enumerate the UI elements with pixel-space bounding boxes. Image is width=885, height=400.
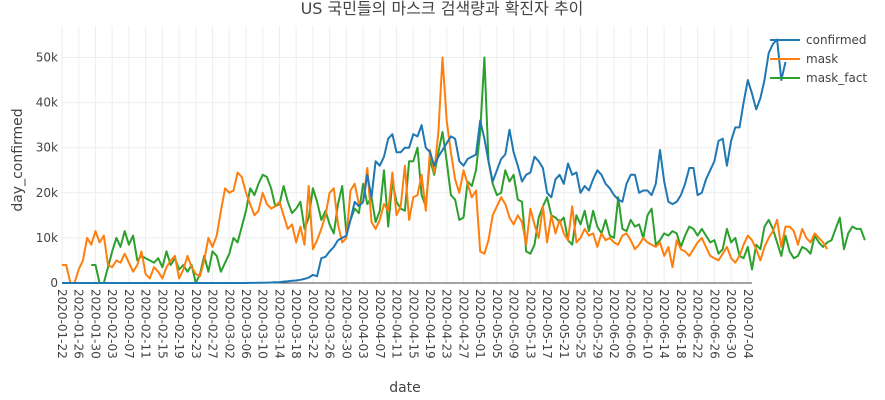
x-tick-label: 2020-01-26	[72, 289, 86, 359]
x-tick-label: 2020-03-02	[222, 289, 236, 359]
x-tick-label: 2020-05-25	[574, 289, 588, 359]
x-tick-label: 2020-02-23	[189, 289, 203, 359]
y-tick-label: 40k	[36, 96, 58, 110]
legend-label-confirmed: confirmed	[806, 33, 867, 47]
y-tick-label: 10k	[36, 231, 58, 245]
x-tick-label: 2020-03-18	[289, 289, 303, 359]
x-tick-label: 2020-04-19	[423, 289, 437, 359]
y-axis-label: day_confirmed	[10, 108, 26, 211]
legend: confirmed mask mask_fact	[770, 33, 867, 85]
y-tick-label: 20k	[36, 186, 58, 200]
x-tick-label: 2020-05-13	[523, 289, 537, 359]
x-axis-label: date	[389, 380, 421, 396]
x-tick-label: 2020-02-07	[122, 289, 136, 359]
x-tick-label: 2020-02-19	[172, 289, 186, 359]
y-tick-label: 30k	[36, 141, 58, 155]
x-tick-label: 2020-06-10	[640, 289, 654, 359]
x-tick-label: 2020-04-07	[373, 289, 387, 359]
x-tick-label: 2020-03-10	[256, 289, 270, 359]
x-tick-label: 2020-02-11	[139, 289, 153, 359]
x-tick-label: 2020-05-29	[590, 289, 604, 359]
x-tick-label: 2020-03-06	[239, 289, 253, 359]
x-tick-label: 2020-02-15	[155, 289, 169, 359]
series-line-mask-fact	[91, 56, 866, 284]
x-tick-label: 2020-06-30	[724, 289, 738, 359]
x-tick-label: 2020-02-03	[105, 289, 119, 359]
x-tick-label: 2020-04-03	[356, 289, 370, 359]
x-tick-label: 2020-03-26	[323, 289, 337, 359]
y-tick-label: 0	[50, 276, 58, 290]
x-tick-label: 2020-05-01	[473, 289, 487, 359]
x-tick-label: 2020-06-14	[657, 289, 671, 359]
x-tick-label: 2020-04-11	[390, 289, 404, 359]
x-tick-label: 2020-05-17	[540, 289, 554, 359]
x-tick-label: 2020-04-15	[406, 289, 420, 359]
x-tick-label: 2020-06-02	[607, 289, 621, 359]
series-line-confirmed	[62, 38, 787, 284]
x-tick-label: 2020-04-23	[440, 289, 454, 359]
x-tick-label: 2020-03-22	[306, 289, 320, 359]
x-tick-label: 2020-05-21	[557, 289, 571, 359]
x-tick-label: 2020-07-04	[741, 289, 755, 359]
legend-label-mask-fact: mask_fact	[806, 71, 867, 85]
x-tick-label: 2020-06-26	[707, 289, 721, 359]
x-tick-label: 2020-06-06	[624, 289, 638, 359]
legend-label-mask: mask	[806, 52, 838, 66]
x-tick-label: 2020-06-22	[691, 289, 705, 359]
x-tick-label: 2020-05-09	[507, 289, 521, 359]
x-tick-label: 2020-02-27	[206, 289, 220, 359]
x-tick-label: 2020-03-14	[272, 289, 286, 359]
series-line-mask	[62, 56, 829, 284]
x-tick-label: 2020-03-30	[339, 289, 353, 359]
x-tick-label: 2020-01-30	[88, 289, 102, 359]
chart-title: US 국민들의 마스크 검색량과 확진자 추이	[301, 0, 584, 18]
x-tick-label: 2020-01-22	[55, 289, 69, 359]
x-tick-label: 2020-05-05	[490, 289, 504, 359]
y-tick-label: 50k	[36, 51, 58, 65]
plot-area: 2020-01-22 2020-01-26 2020-01-30 2020-02-03…	[36, 26, 866, 359]
x-tick-label: 2020-04-27	[456, 289, 470, 359]
x-tick-label: 2020-06-18	[674, 289, 688, 359]
